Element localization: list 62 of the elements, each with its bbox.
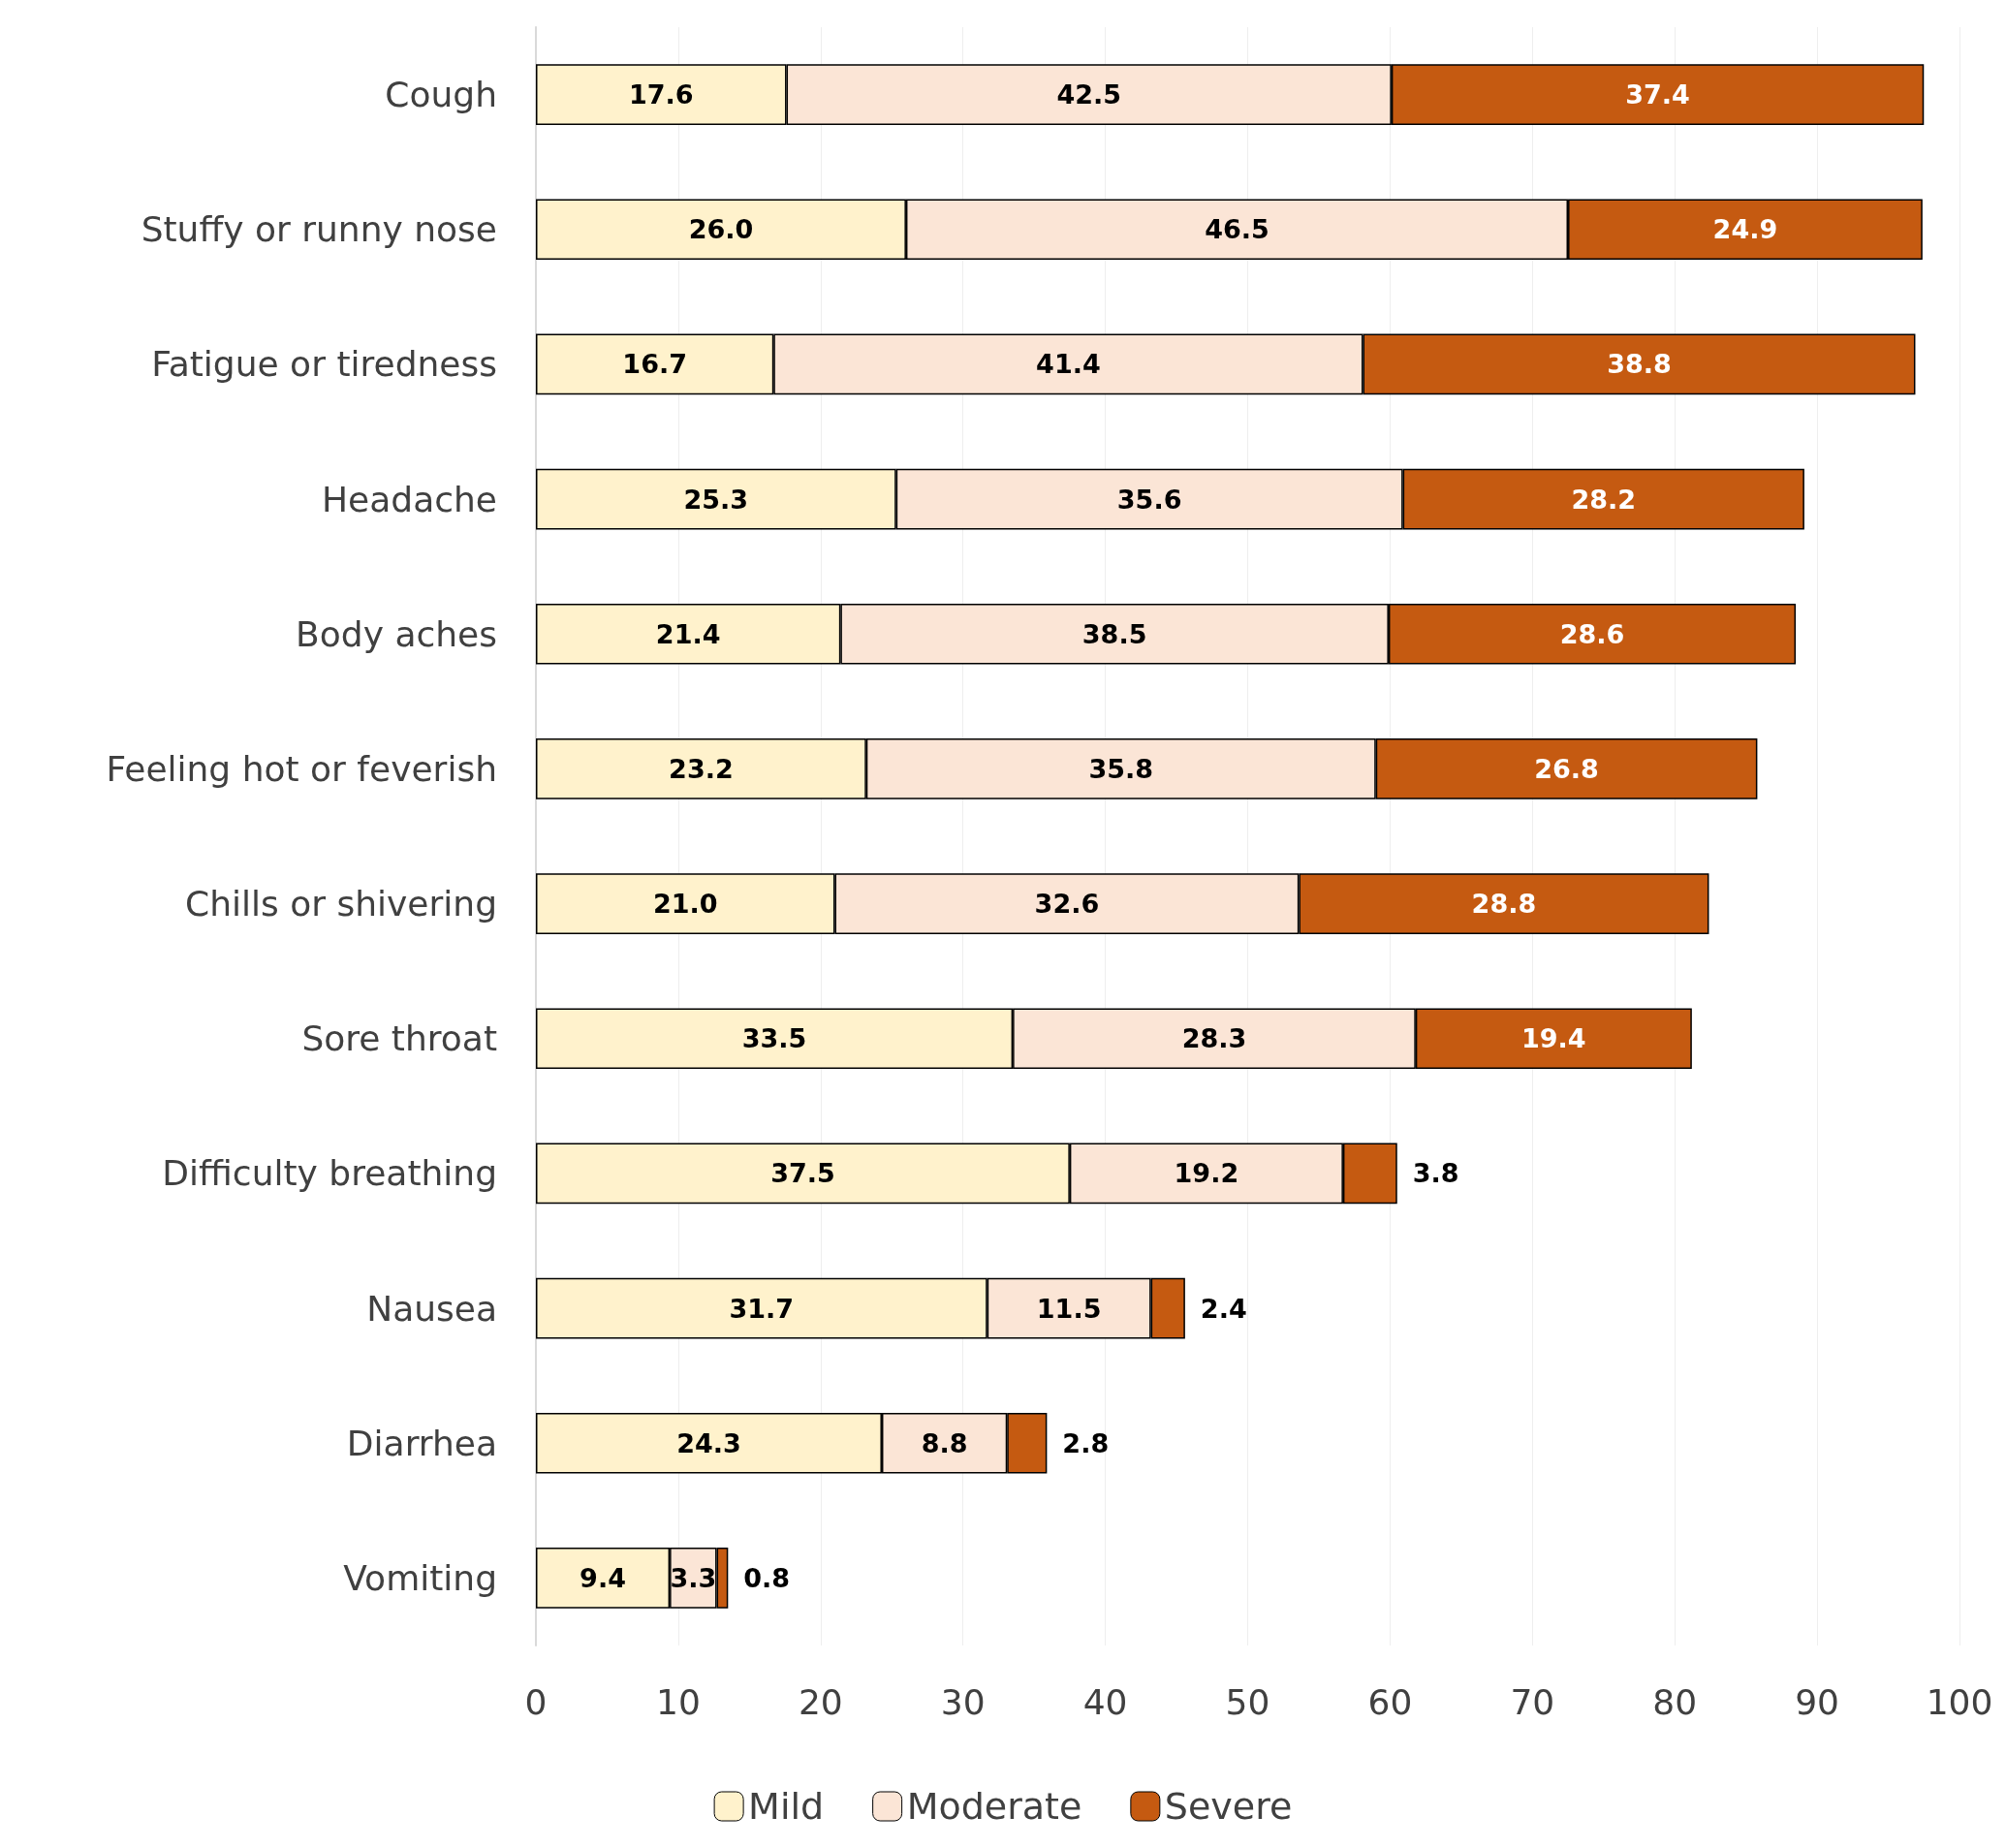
data-label: 46.5 (1205, 214, 1269, 245)
data-label: 38.8 (1607, 349, 1672, 380)
data-label: 3.3 (670, 1562, 717, 1593)
data-label: 24.3 (676, 1427, 741, 1458)
y-tick-label: Body aches (296, 613, 497, 654)
data-label: 2.4 (1200, 1293, 1247, 1324)
x-tick-label: 20 (798, 1681, 843, 1722)
legend-label: Mild (748, 1785, 825, 1828)
data-label: 11.5 (1036, 1293, 1102, 1324)
y-tick-label: Vomiting (343, 1557, 497, 1598)
legend-label: Moderate (906, 1785, 1082, 1828)
data-label: 3.8 (1412, 1158, 1459, 1189)
data-label: 28.3 (1181, 1023, 1247, 1054)
x-tick-label: 40 (1082, 1681, 1128, 1722)
data-label: 35.6 (1116, 484, 1182, 515)
y-tick-label: Cough (385, 75, 497, 115)
data-label: 24.9 (1712, 214, 1778, 245)
y-tick-label: Sore throat (301, 1018, 497, 1059)
x-tick-label: 60 (1367, 1681, 1413, 1722)
x-tick-label: 50 (1225, 1681, 1270, 1722)
data-label: 8.8 (921, 1427, 968, 1458)
data-label: 21.0 (652, 889, 718, 920)
x-tick-label: 70 (1510, 1681, 1555, 1722)
x-tick-label: 30 (940, 1681, 986, 1722)
data-label: 25.3 (683, 484, 749, 515)
data-label: 26.0 (688, 214, 754, 245)
x-tick-label: 100 (1926, 1681, 1993, 1722)
y-tick-label: Chills or shivering (185, 884, 497, 924)
x-tick-label: 10 (655, 1681, 701, 1722)
data-label: 42.5 (1056, 79, 1122, 110)
y-tick-label: Feeling hot or feverish (106, 748, 497, 789)
y-tick-label: Diarrhea (346, 1423, 497, 1463)
data-label: 28.6 (1559, 618, 1625, 649)
data-label: 38.5 (1081, 618, 1147, 649)
data-label: 21.4 (655, 618, 721, 649)
data-label: 23.2 (669, 753, 734, 784)
data-label: 32.6 (1034, 889, 1100, 920)
data-label: 19.4 (1521, 1023, 1586, 1054)
data-label: 31.7 (729, 1293, 795, 1324)
data-label: 28.2 (1571, 484, 1637, 515)
y-tick-label: Difficulty breathing (162, 1153, 497, 1194)
x-tick-label: 0 (524, 1681, 548, 1722)
data-label: 26.8 (1534, 753, 1599, 784)
data-label: 37.5 (770, 1158, 835, 1189)
data-label: 2.8 (1062, 1427, 1110, 1458)
data-label: 19.2 (1174, 1158, 1239, 1189)
data-label: 0.8 (743, 1562, 791, 1593)
y-tick-label: Stuffy or runny nose (141, 209, 497, 250)
data-label: 35.8 (1088, 753, 1154, 784)
data-label: 28.8 (1471, 889, 1537, 920)
x-tick-label: 90 (1795, 1681, 1840, 1722)
data-label: 41.4 (1036, 349, 1101, 380)
data-label: 16.7 (622, 349, 687, 380)
x-tick-label: 80 (1652, 1681, 1698, 1722)
y-tick-label: Nausea (366, 1288, 497, 1329)
data-label: 37.4 (1625, 79, 1690, 110)
y-tick-label: Fatigue or tiredness (151, 344, 497, 385)
legend-label: Severe (1164, 1785, 1293, 1828)
data-label: 17.6 (628, 79, 694, 110)
data-label: 33.5 (741, 1023, 807, 1054)
y-tick-label: Headache (322, 479, 497, 519)
data-label: 9.4 (580, 1562, 626, 1593)
